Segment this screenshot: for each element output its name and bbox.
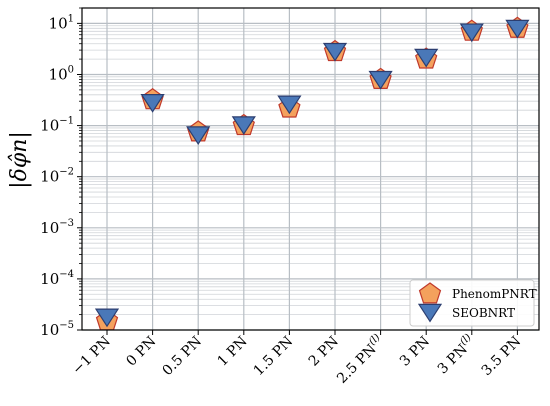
data-marks (94, 16, 530, 331)
x-tick-label-group: 0.5 PN (159, 334, 205, 380)
point-seobnrt-4 (277, 95, 302, 115)
point-seobnrt-7 (414, 48, 439, 68)
plot-frame (81, 7, 540, 331)
legend-marker-0 (418, 282, 442, 304)
x-tick-label-group: 0 PN (123, 334, 159, 370)
x-tick-label-group: 2.5 PN(l) (333, 332, 388, 387)
x-tick-label-group: 2 PN (306, 334, 342, 370)
point-seobnrt-2 (186, 126, 211, 146)
legend-label-0: PhenomPNRT (452, 287, 537, 301)
x-tick-label-group: 3 PN (397, 334, 433, 370)
legend-label-1: SEOBNRT (452, 306, 515, 320)
x-tick-label: 3.5 PN (479, 334, 525, 380)
y-tick-label: 10−1 (40, 116, 74, 135)
x-tick-label: 1.5 PN (251, 334, 297, 380)
x-tick-label: 2 PN (306, 334, 342, 370)
point-seobnrt-0 (94, 308, 120, 328)
point-seobnrt-8 (459, 23, 484, 43)
y-axis-label: |δφ̂n| (7, 131, 32, 189)
y-axis-label-text: |δφ̂n| (7, 131, 32, 189)
point-seobnrt-5 (322, 42, 348, 62)
y-tick-label: 10−5 (40, 320, 74, 339)
x-tick-label-group: 1 PN (215, 334, 251, 370)
y-tick-label: 10−4 (40, 269, 74, 288)
legend-marker-1 (417, 303, 443, 323)
point-seobnrt-3 (231, 116, 256, 136)
x-tick-label-group: −1 PN (69, 334, 113, 378)
point-seobnrt-1 (140, 94, 165, 113)
x-axis-ticks: −1 PN 0 PN 0.5 PN 1 PN 1.5 PN 2 PN2.5 PN(l) 3 … (69, 330, 524, 387)
point-seobnrt-9 (505, 19, 530, 39)
y-tick-label: 100 (49, 64, 74, 83)
plot-background (82, 8, 539, 330)
x-tick-label: 0 PN (123, 334, 159, 370)
legend-box (409, 279, 535, 327)
x-tick-label: 0.5 PN (159, 334, 205, 380)
x-tick-label: 3 PN(l) (433, 332, 478, 377)
x-tick-label: 1 PN (215, 334, 251, 370)
x-tick-label: 2.5 PN(l) (333, 332, 388, 387)
y-tick-label: 101 (49, 13, 74, 32)
x-tick-label-group: 3.5 PN (479, 334, 525, 380)
grid (82, 7, 539, 331)
legend: PhenomPNRT SEOBNRT (409, 279, 537, 327)
x-tick-label: −1 PN (69, 334, 113, 378)
y-axis-ticks: 10−5 10−4 10−3 10−2 10−1 100 101 (40, 7, 82, 339)
y-tick-label: 10−3 (40, 218, 74, 237)
y-tick-label: 10−2 (40, 167, 74, 186)
point-seobnrt-6 (368, 70, 393, 90)
x-tick-label: 3 PN (397, 334, 433, 370)
x-tick-label-group: 3 PN(l) (433, 332, 478, 377)
x-tick-label-group: 1.5 PN (251, 334, 297, 380)
